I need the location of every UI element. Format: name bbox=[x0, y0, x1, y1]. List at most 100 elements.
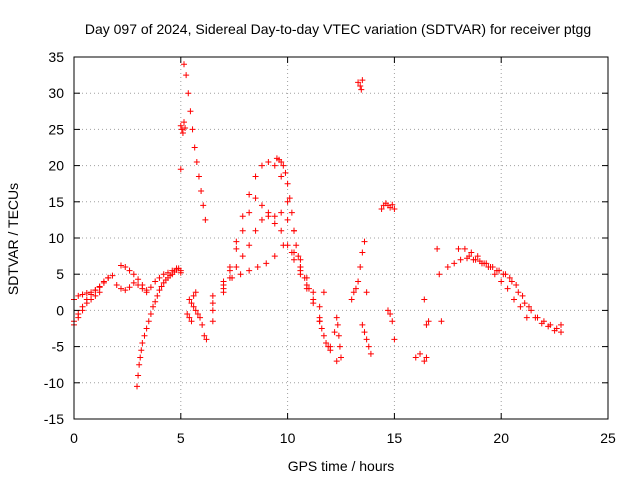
data-point bbox=[134, 383, 141, 390]
data-point bbox=[387, 311, 394, 318]
data-point bbox=[282, 169, 289, 176]
data-point bbox=[130, 271, 137, 278]
data-point bbox=[297, 263, 304, 270]
data-point bbox=[367, 350, 374, 357]
data-point bbox=[517, 303, 524, 310]
data-point bbox=[323, 339, 330, 346]
data-point bbox=[295, 253, 302, 260]
data-point bbox=[423, 321, 430, 328]
data-point bbox=[258, 216, 265, 223]
data-point bbox=[191, 144, 198, 151]
data-point bbox=[493, 267, 500, 274]
plot-frame bbox=[73, 56, 609, 420]
data-point bbox=[100, 279, 107, 286]
axis-ticks bbox=[73, 56, 609, 420]
series-arc-6.5h bbox=[209, 292, 216, 325]
data-point bbox=[246, 242, 253, 249]
data-point bbox=[181, 119, 188, 126]
data-point bbox=[389, 318, 396, 325]
data-point bbox=[105, 274, 112, 281]
data-point bbox=[188, 300, 195, 307]
data-point bbox=[293, 242, 300, 249]
data-point bbox=[352, 285, 359, 292]
data-point bbox=[498, 278, 505, 285]
series-arc-13.5h-high bbox=[355, 77, 366, 93]
series-arc-17h bbox=[434, 245, 445, 325]
data-point bbox=[139, 282, 146, 289]
data-point bbox=[88, 289, 95, 296]
data-point bbox=[79, 307, 86, 314]
data-point bbox=[286, 195, 293, 202]
x-tick-label: 15 bbox=[387, 430, 403, 446]
data-point bbox=[246, 209, 253, 216]
data-point bbox=[192, 307, 199, 314]
series-arc-12.5h bbox=[333, 314, 344, 361]
data-point bbox=[412, 354, 419, 361]
data-point bbox=[226, 267, 233, 274]
series-arc-16.5h bbox=[421, 296, 432, 328]
data-point bbox=[233, 245, 240, 252]
data-point bbox=[508, 278, 515, 285]
data-point bbox=[457, 256, 464, 263]
data-point bbox=[126, 284, 133, 291]
data-point bbox=[361, 329, 368, 336]
data-point bbox=[190, 292, 197, 299]
data-point bbox=[519, 292, 526, 299]
y-tick-label: -15 bbox=[44, 411, 64, 427]
data-point bbox=[136, 361, 143, 368]
data-point bbox=[288, 209, 295, 216]
chart-title: Day 097 of 2024, Sidereal Day-to-day VTE… bbox=[85, 21, 591, 37]
data-point bbox=[359, 321, 366, 328]
data-point bbox=[491, 271, 498, 278]
data-point bbox=[83, 300, 90, 307]
data-point bbox=[75, 292, 82, 299]
data-point bbox=[186, 296, 193, 303]
data-point bbox=[156, 274, 163, 281]
data-point bbox=[310, 296, 317, 303]
data-point bbox=[474, 253, 481, 260]
data-point bbox=[152, 298, 159, 305]
data-point bbox=[284, 216, 291, 223]
data-point bbox=[209, 307, 216, 314]
data-point bbox=[278, 227, 285, 234]
data-point bbox=[122, 263, 129, 270]
data-points bbox=[71, 61, 565, 390]
data-point bbox=[504, 285, 511, 292]
data-point bbox=[138, 347, 145, 354]
data-point bbox=[278, 158, 285, 165]
data-point bbox=[444, 263, 451, 270]
data-point bbox=[331, 329, 338, 336]
x-tick-label: 10 bbox=[280, 430, 296, 446]
data-point bbox=[188, 318, 195, 325]
x-tick-label: 25 bbox=[600, 430, 616, 446]
data-point bbox=[88, 296, 95, 303]
data-point bbox=[92, 292, 99, 299]
data-point bbox=[327, 343, 334, 350]
data-point bbox=[305, 285, 312, 292]
data-point bbox=[358, 86, 365, 93]
series-arc-5h-isolated bbox=[177, 166, 184, 173]
data-point bbox=[190, 303, 197, 310]
data-point bbox=[278, 173, 285, 180]
data-point bbox=[233, 263, 240, 270]
data-point bbox=[263, 260, 270, 267]
data-point bbox=[145, 318, 152, 325]
data-point bbox=[137, 354, 144, 361]
data-point bbox=[182, 124, 189, 131]
data-point bbox=[195, 173, 202, 180]
data-point bbox=[291, 256, 298, 263]
data-point bbox=[558, 329, 565, 336]
data-point bbox=[185, 90, 192, 97]
data-point bbox=[177, 166, 184, 173]
data-point bbox=[143, 287, 150, 294]
y-tick-label: -5 bbox=[52, 339, 65, 355]
data-point bbox=[391, 336, 398, 343]
data-point bbox=[96, 284, 103, 291]
tick-labels: 0 5 10 15 20 25 -15 -10 -5 0 5 10 15 20 25 30 35 bbox=[44, 49, 616, 446]
data-point bbox=[532, 314, 539, 321]
data-point bbox=[538, 320, 545, 327]
series-arc-13h-low bbox=[359, 321, 374, 357]
data-point bbox=[316, 303, 323, 310]
series-arc-14.5h bbox=[378, 200, 398, 213]
data-point bbox=[220, 278, 227, 285]
